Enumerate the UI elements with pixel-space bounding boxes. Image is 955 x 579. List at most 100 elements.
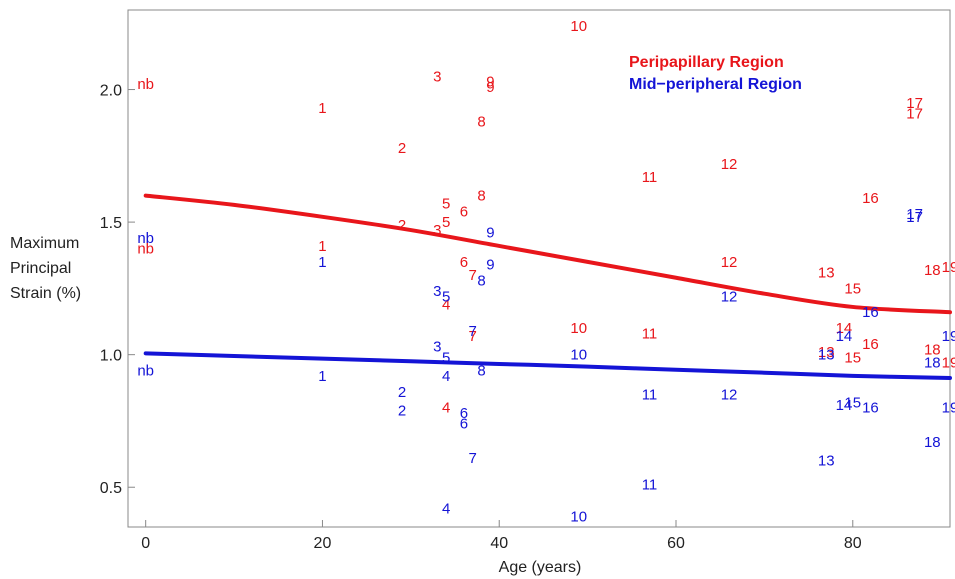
x-tick-label: 80	[844, 535, 862, 552]
y-axis-title-line-1: Maximum	[10, 235, 79, 252]
peripapillary-point-label: 14	[836, 320, 853, 337]
peripapillary-point-label: 10	[570, 18, 587, 35]
peripapillary-point-label: 13	[818, 264, 835, 281]
y-tick-label: 2.0	[100, 83, 122, 100]
mid-peripheral-point-label: 14	[836, 397, 853, 414]
mid-peripheral-point-label: 7	[469, 450, 477, 467]
mid-peripheral-point-label: 3	[433, 339, 441, 356]
legend: Peripapillary Region Mid−peripheral Regi…	[629, 54, 802, 93]
mid-peripheral-point-label: 9	[486, 257, 494, 274]
legend-entry-mid-peripheral: Mid−peripheral Region	[629, 76, 802, 93]
x-tick-label: 40	[490, 535, 508, 552]
peripapillary-point-label: 10	[570, 320, 587, 337]
mid-peripheral-point-label: 5	[442, 349, 450, 366]
mid-peripheral-point-label: 13	[818, 347, 835, 364]
mid-peripheral-point-label: 14	[836, 328, 853, 345]
peripapillary-point-label: 6	[460, 254, 468, 271]
y-axis-title-line-3: Strain (%)	[10, 285, 81, 302]
mid-peripheral-point-label: 8	[477, 363, 485, 380]
peripapillary-point-label: 19	[942, 259, 955, 276]
peripapillary-point-label: 2	[398, 217, 406, 234]
peripapillary-point-label: 4	[442, 296, 450, 313]
peripapillary-point-label: 11	[642, 169, 658, 186]
peripapillary-point-label: 5	[442, 196, 450, 213]
peripapillary-point-label: 16	[862, 336, 879, 353]
peripapillary-point-label: 1	[318, 238, 326, 255]
peripapillary-point-label: 7	[469, 328, 477, 345]
y-tick-label: 1.5	[100, 215, 122, 232]
peripapillary-point-label: 6	[460, 203, 468, 220]
mid-peripheral-point-label: 3	[433, 283, 441, 300]
peripapillary-point-label: 15	[844, 280, 861, 297]
peripapillary-point-label: 3	[433, 68, 441, 85]
mid-peripheral-point-label: 15	[844, 394, 861, 411]
plot-frame	[127, 9, 951, 528]
peripapillary-point-label: 13	[818, 344, 835, 361]
mid-peripheral-point-label: nb	[137, 363, 154, 380]
fit-curves	[143, 193, 952, 380]
peripapillary-point-label: nb	[137, 76, 154, 93]
x-tick-label: 0	[141, 535, 150, 552]
mid-peripheral-point-label: 4	[442, 500, 450, 517]
mid-peripheral-point-label: 19	[942, 328, 955, 345]
mid-peripheral-point-label: 7	[469, 323, 477, 340]
peripapillary-point-label: nb	[137, 241, 154, 258]
x-tick-label: 60	[667, 535, 685, 552]
data-points: nbnb112233445566778899101011111212131314…	[137, 18, 955, 525]
peripapillary-point-label: 2	[398, 140, 406, 157]
peripapillary-point-label: 8	[477, 113, 485, 130]
mid-peripheral-point-label: 6	[460, 405, 468, 422]
peripapillary-point-label: 19	[942, 355, 955, 372]
mid-peripheral-point-label: 4	[442, 368, 450, 385]
peripapillary-point-label: 18	[924, 262, 941, 279]
y-axis-title-line-2: Principal	[10, 260, 71, 277]
mid-peripheral-point-label: 16	[862, 400, 879, 417]
mid-peripheral-point-label: 8	[477, 272, 485, 289]
peripapillary-point-label: 12	[721, 254, 738, 271]
mid-peripheral-point-label: 2	[398, 402, 406, 419]
mid-peripheral-point-label: 16	[862, 304, 879, 321]
peripapillary-point-label: 4	[442, 400, 450, 417]
mid-peripheral-point-label: 18	[924, 434, 941, 451]
mid-peripheral-point-label: 2	[398, 384, 406, 401]
mid-peripheral-point-label: 10	[570, 347, 587, 364]
mid-peripheral-point-label: 1	[318, 254, 326, 271]
mid-peripheral-point-label: 17	[906, 206, 923, 223]
mid-peripheral-point-label: 13	[818, 453, 835, 470]
mid-peripheral-point-label: 17	[906, 209, 923, 226]
mid-peripheral-point-label: 12	[721, 386, 738, 403]
mid-peripheral-point-label: 6	[460, 416, 468, 433]
mid-peripheral-point-label: 11	[642, 477, 658, 494]
mid-peripheral-point-label: 12	[721, 288, 738, 305]
mid-peripheral-point-label: 5	[442, 288, 450, 305]
mid-peripheral-point-label: nb	[137, 230, 154, 247]
mid-peripheral-point-label: 19	[942, 400, 955, 417]
peripapillary-point-label: 17	[906, 105, 923, 122]
mid-peripheral-point-label: 18	[924, 355, 941, 372]
peripapillary-fit-line	[143, 193, 952, 315]
peripapillary-point-label: 7	[469, 267, 477, 284]
peripapillary-point-label: 1	[318, 100, 326, 117]
peripapillary-point-label: 17	[906, 95, 923, 112]
mid-peripheral-point-label: 1	[318, 368, 326, 385]
peripapillary-point-label: 9	[486, 74, 494, 91]
x-axis-title: Age (years)	[499, 559, 582, 576]
peripapillary-point-label: 5	[442, 214, 450, 231]
axes: 0 20 40 60 80 0.5 1.0 1.5 2.0	[100, 83, 862, 552]
mid-peripheral-fit-line	[143, 351, 952, 380]
peripapillary-point-label: 12	[721, 156, 738, 173]
peripapillary-point-label: 16	[862, 190, 879, 207]
peripapillary-point-label: 11	[642, 325, 658, 342]
mid-peripheral-point-label: 11	[642, 386, 658, 403]
peripapillary-point-label: 15	[844, 349, 861, 366]
x-tick-label: 20	[314, 535, 332, 552]
peripapillary-point-label: 8	[477, 188, 485, 205]
mid-peripheral-point-label: 10	[570, 508, 587, 525]
y-tick-label: 0.5	[100, 480, 122, 497]
peripapillary-point-label: 9	[486, 79, 494, 96]
peripapillary-point-label: 3	[433, 222, 441, 239]
peripapillary-point-label: 18	[924, 341, 941, 358]
mid-peripheral-point-label: 9	[486, 225, 494, 242]
y-tick-label: 1.0	[100, 348, 122, 365]
